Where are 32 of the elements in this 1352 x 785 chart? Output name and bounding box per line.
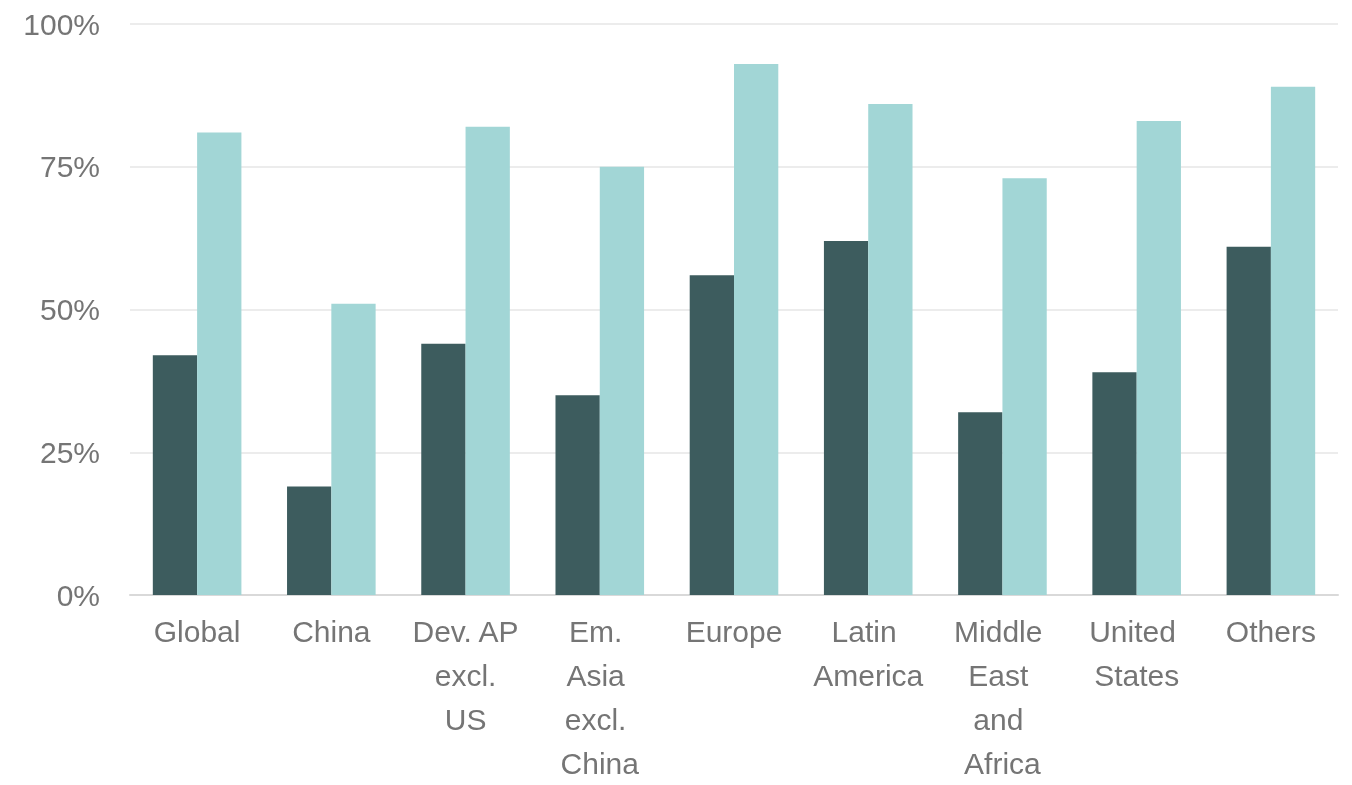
x-tick-label: Global xyxy=(153,614,241,648)
x-tick-label: Others xyxy=(1225,614,1316,648)
bar xyxy=(1226,246,1271,595)
bar xyxy=(868,103,913,595)
bar xyxy=(958,412,1003,595)
bar xyxy=(197,132,242,595)
y-tick-label: 100% xyxy=(23,7,100,41)
bar xyxy=(734,63,779,595)
y-tick-label: 0% xyxy=(56,578,100,612)
bar xyxy=(823,240,869,595)
x-tick-label: Dev. AP excl. US xyxy=(412,614,519,736)
bar xyxy=(152,355,198,595)
x-tick-label: Em. Asia excl. China xyxy=(560,614,640,780)
bar xyxy=(1136,121,1181,595)
x-tick-label: Europe xyxy=(685,614,783,648)
x-tick-label: Latin America xyxy=(813,614,924,692)
bar xyxy=(1002,178,1047,595)
bar xyxy=(555,395,600,595)
bar xyxy=(1270,86,1316,595)
x-tick-label: United States xyxy=(1089,614,1185,692)
bar xyxy=(689,275,734,595)
y-tick-label: 75% xyxy=(39,150,100,184)
y-tick-label: 25% xyxy=(39,435,100,469)
bar xyxy=(421,343,466,595)
bar xyxy=(599,166,645,595)
bar xyxy=(1092,372,1137,595)
bar xyxy=(287,486,332,595)
y-tick-label: 50% xyxy=(39,293,100,326)
bar xyxy=(465,126,510,595)
x-tick-label: China xyxy=(292,614,371,648)
x-tick-label: Middle East and Africa xyxy=(954,614,1051,780)
bar xyxy=(331,303,376,595)
